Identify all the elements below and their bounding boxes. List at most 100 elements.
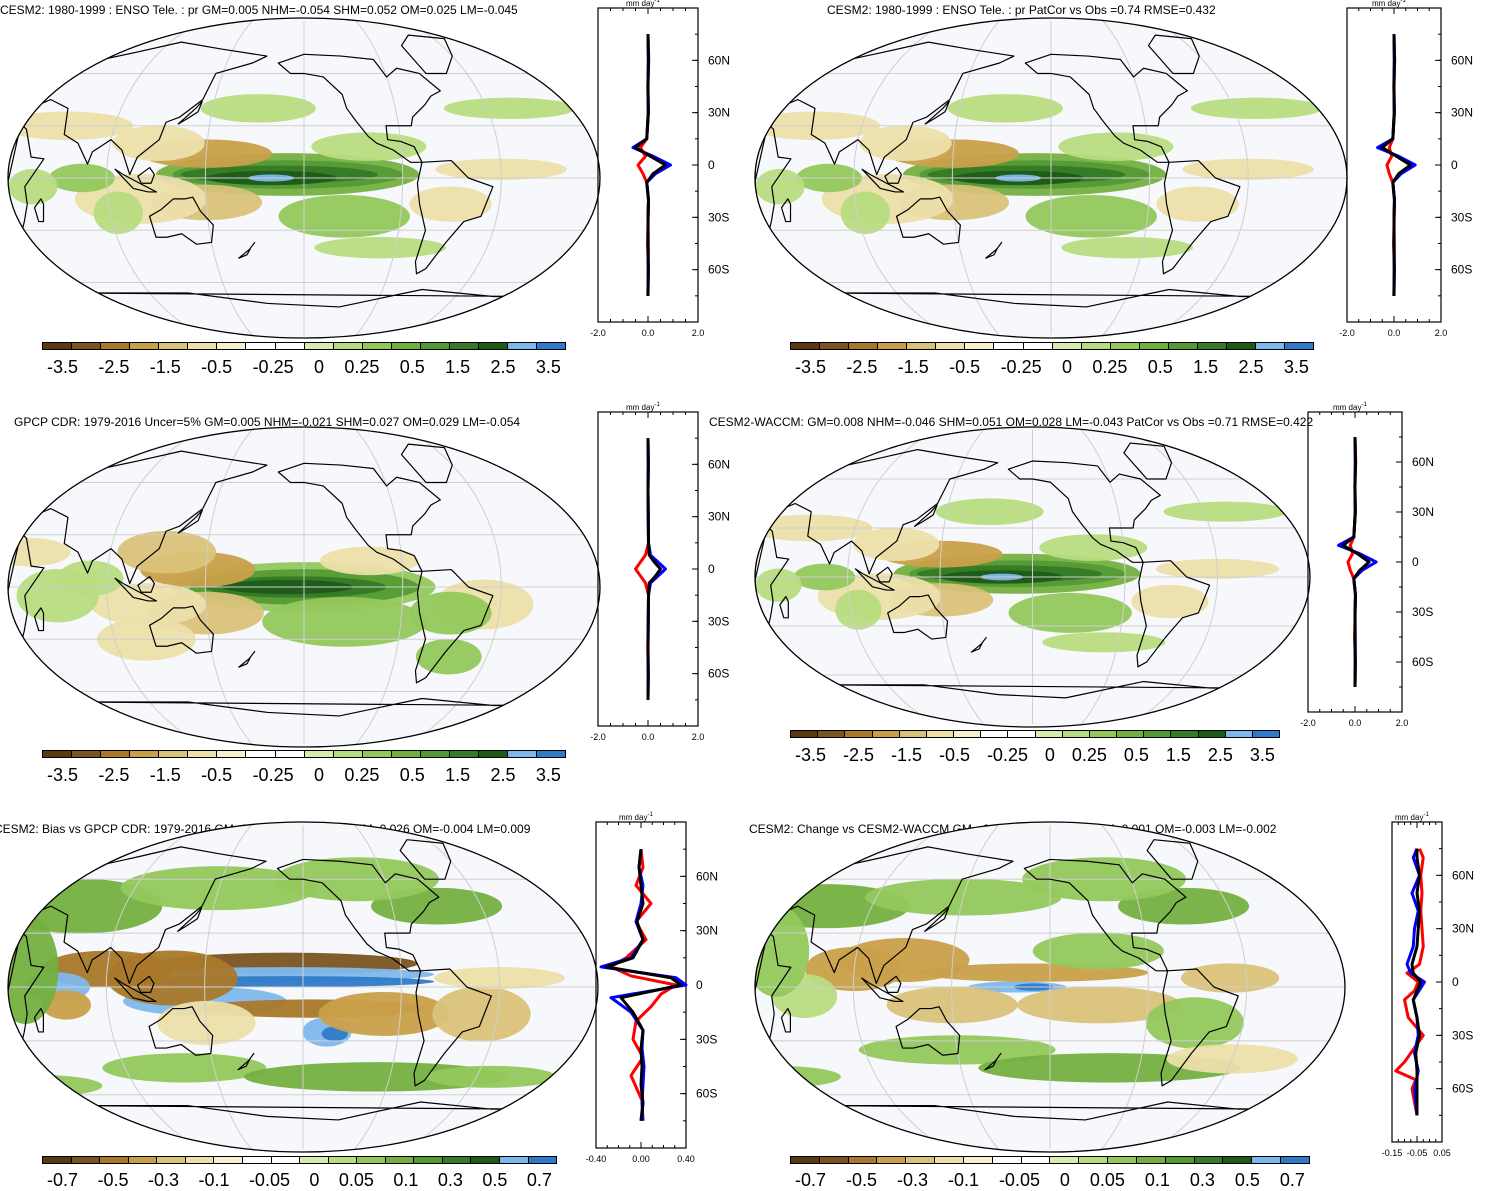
graticule-line bbox=[1130, 429, 1219, 725]
colorbar-swatch bbox=[1136, 1157, 1166, 1163]
coastline-nz bbox=[985, 241, 1003, 259]
colorbar-swatch bbox=[819, 1157, 849, 1163]
graticule-line bbox=[853, 20, 947, 336]
graticule-line bbox=[846, 429, 935, 725]
profile-lat-label: 30N bbox=[1451, 106, 1473, 120]
graticule-line bbox=[204, 20, 253, 336]
coastline-africa bbox=[8, 123, 45, 238]
coastline-indo bbox=[854, 568, 895, 591]
colorbar-tick-label: -0.05 bbox=[998, 1170, 1040, 1190]
colorbar-swatch bbox=[185, 1157, 215, 1163]
colorbar-tick-label: -0.5 bbox=[938, 745, 970, 765]
coastline-madagascar bbox=[780, 198, 792, 223]
colorbar-swatch bbox=[877, 1157, 907, 1163]
anomaly-contour bbox=[1032, 932, 1164, 970]
coastline-greenland bbox=[400, 443, 453, 484]
coastline-namerica bbox=[277, 462, 441, 572]
profile-lat-label: 60N bbox=[1451, 53, 1473, 67]
colorbar-tick-label: -3.5 bbox=[795, 745, 827, 765]
colorbar-tick-label: 1.5 bbox=[445, 357, 471, 377]
anomaly-contour bbox=[432, 986, 531, 1042]
colorbar-swatch bbox=[43, 1157, 72, 1163]
anomaly-contour bbox=[1163, 501, 1287, 522]
profile-xtick-label: 0.00 bbox=[632, 1154, 650, 1164]
map-p1 bbox=[7, 17, 601, 339]
colorbar-swatch bbox=[130, 343, 160, 349]
anomaly-contour bbox=[319, 546, 419, 576]
colorbar-tick-label: -0.7 bbox=[795, 1170, 827, 1190]
colorbar-labels: -3.5 -2.5 -1.5 -0.5 -0.25 0 0.25 0.5 1.5 2.5 3.5 bbox=[795, 357, 1309, 378]
profile-units: mm day-1 bbox=[626, 402, 660, 412]
colorbar-tick-label: -1.5 bbox=[897, 357, 929, 377]
colorbar-tick-label: -1.5 bbox=[149, 765, 181, 785]
coastline-eurasia bbox=[29, 846, 267, 985]
colorbar-tick-label: 0.3 bbox=[1189, 1170, 1215, 1190]
graticule-line bbox=[355, 20, 404, 336]
colorbar-tick-label: 0.25 bbox=[344, 357, 380, 377]
colorbar-swatch bbox=[188, 751, 218, 757]
anomaly-contour bbox=[112, 125, 205, 161]
colorbar-tick-label: -0.05 bbox=[248, 1170, 290, 1190]
colorbar bbox=[790, 730, 1280, 738]
colorbar-tick-label: -0.5 bbox=[949, 357, 981, 377]
panel-title: GPCP CDR: 1979-2016 Uncer=5% GM=0.005 NH… bbox=[14, 415, 521, 429]
coastline-greenland bbox=[400, 34, 453, 75]
profile-lat-label: 30S bbox=[1412, 605, 1433, 619]
colorbar-swatch bbox=[1225, 731, 1253, 737]
colorbar-tick-label: -2.5 bbox=[846, 357, 878, 377]
graticule-line bbox=[106, 20, 200, 336]
colorbar-swatch bbox=[1062, 731, 1090, 737]
colorbar-swatch bbox=[791, 1157, 820, 1163]
colorbar-swatch bbox=[954, 731, 982, 737]
profile-xtick-label: -2.0 bbox=[590, 732, 606, 742]
coastline-africa bbox=[755, 123, 792, 238]
colorbar-tick-label: 0.1 bbox=[1144, 1170, 1170, 1190]
profile-xtick-label: 0.05 bbox=[1433, 1148, 1451, 1158]
anomaly-contour bbox=[409, 186, 492, 222]
colorbar-swatch bbox=[1165, 1157, 1195, 1163]
coastline-australia bbox=[148, 605, 214, 654]
colorbar-swatch bbox=[965, 343, 995, 349]
anomaly-contour bbox=[117, 530, 217, 574]
colorbar-tick-label: 2.5 bbox=[1238, 357, 1264, 377]
colorbar-tick-label: -0.25 bbox=[1000, 357, 1042, 377]
profile-lat-label: 0 bbox=[1452, 975, 1459, 989]
profile-lat-label: 60S bbox=[1451, 263, 1472, 277]
anomaly-contour bbox=[106, 950, 238, 1006]
graticule-line bbox=[408, 429, 502, 745]
colorbar-swatch bbox=[217, 343, 247, 349]
coastline-namerica bbox=[277, 53, 441, 163]
colorbar-swatch bbox=[1252, 1157, 1282, 1163]
colorbar-labels: -0.7 -0.5 -0.3 -0.1 -0.05 0 0.05 0.1 0.3 0.5 0.7 bbox=[47, 1170, 552, 1191]
colorbar-swatch bbox=[1035, 731, 1063, 737]
colorbar-tick-label: 1.5 bbox=[1193, 357, 1219, 377]
colorbar-tick-label: 3.5 bbox=[535, 357, 561, 377]
profile-xtick-label: 0.0 bbox=[642, 732, 655, 742]
panel-cesm2-waccm: CESM2-WACCM: GM=0.008 NHM=-0.046 SHM=0.0… bbox=[709, 395, 1490, 795]
zonal-profile-p4: -2.0 0.0 2.0 60N 30N 0 30S 60S mm day-1 bbox=[1300, 402, 1434, 728]
colorbar-swatch bbox=[478, 751, 508, 757]
panel-title: CESM2: 1980-1999 : ENSO Tele. : pr PatCo… bbox=[827, 3, 1216, 17]
colorbar-swatch bbox=[449, 343, 479, 349]
graticule-line bbox=[354, 824, 402, 1150]
coastline-indo bbox=[114, 168, 158, 193]
panel-cesm2-patcor: CESM2: 1980-1999 : ENSO Tele. : pr PatCo… bbox=[745, 0, 1490, 395]
colorbar-swatch bbox=[101, 751, 131, 757]
coastline-madagascar bbox=[779, 595, 789, 619]
coastline-nz bbox=[237, 1052, 255, 1071]
anomaly-contour bbox=[278, 194, 410, 238]
colorbar-swatch bbox=[1194, 1157, 1224, 1163]
colorbar-swatch bbox=[1021, 1157, 1051, 1163]
colorbar-swatch bbox=[1256, 343, 1286, 349]
coastline-nz bbox=[238, 650, 256, 668]
colorbar-tick-label: -0.5 bbox=[201, 765, 233, 785]
colorbar-tick-label: -1.5 bbox=[149, 357, 181, 377]
anomaly-contour bbox=[318, 991, 450, 1036]
colorbar-swatch bbox=[391, 343, 421, 349]
profile-lat-label: 60N bbox=[1412, 455, 1434, 469]
colorbar-swatch bbox=[43, 343, 73, 349]
colorbar-swatch bbox=[471, 1157, 500, 1163]
colorbar-tick-label: -2.5 bbox=[842, 745, 875, 765]
colorbar-swatch bbox=[304, 343, 334, 349]
